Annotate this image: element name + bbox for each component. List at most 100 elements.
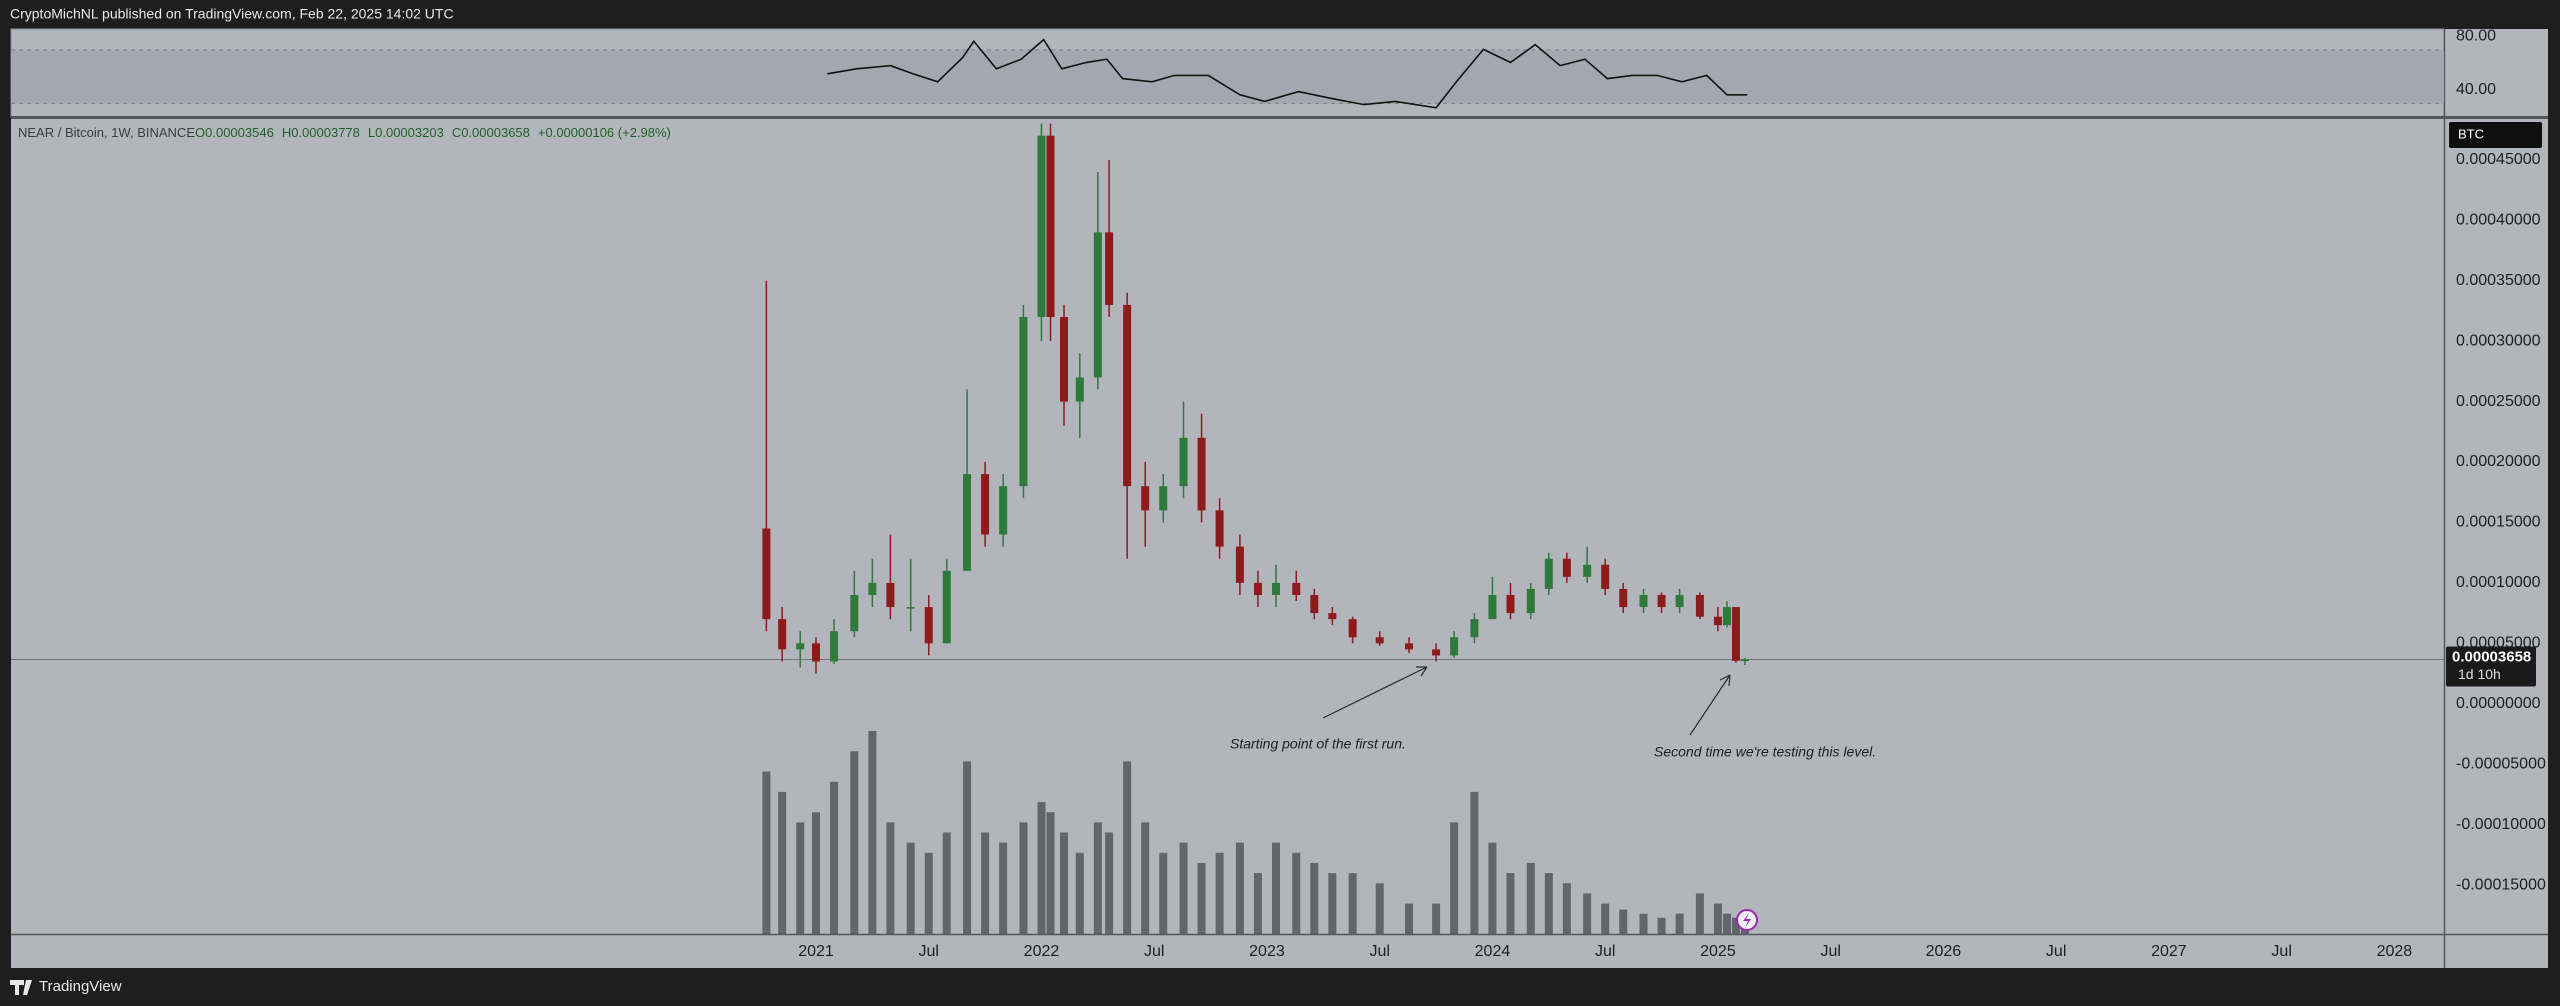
y-tick-label: 0.00030000 xyxy=(2456,332,2541,349)
volume-bar xyxy=(830,781,839,934)
candle-body xyxy=(1037,135,1046,317)
volume-bar xyxy=(1235,842,1244,934)
y-tick-label: -0.00010000 xyxy=(2456,816,2546,833)
candle-body xyxy=(1619,588,1628,608)
field-value: 0.00003546 xyxy=(205,125,274,140)
annotation-arrow xyxy=(1689,674,1731,736)
volume-bar xyxy=(1405,903,1414,934)
volume-bar xyxy=(1601,903,1610,934)
candle-body xyxy=(1310,594,1319,614)
field-key: C xyxy=(452,125,461,140)
volume-bar xyxy=(811,812,820,934)
volume-bar xyxy=(1432,903,1441,934)
volume-bar xyxy=(1722,913,1731,934)
volume-bar xyxy=(778,791,787,934)
candle-body xyxy=(796,643,805,650)
candle-body xyxy=(811,643,820,662)
volume-bar xyxy=(850,751,859,934)
y-tick-label: 0.00045000 xyxy=(2456,151,2541,168)
y-tick-label: -0.00015000 xyxy=(2456,876,2546,893)
x-tick-label: 2021 xyxy=(798,943,834,960)
candle-body xyxy=(762,528,771,620)
x-tick-label: Jul xyxy=(1144,943,1164,960)
x-tick-label: 2028 xyxy=(2377,943,2413,960)
last-price-label: 0.00003658 xyxy=(2452,649,2531,666)
candle-body xyxy=(1179,437,1188,487)
y-tick-label: 0.00040000 xyxy=(2456,212,2541,229)
volume-bar xyxy=(981,832,990,934)
volume-bar xyxy=(1657,917,1666,934)
volume-bar xyxy=(1141,822,1150,934)
candle-body xyxy=(778,619,787,650)
plot: 80.00 40.00 0.00045000 0.00040000 0.00035000… xyxy=(11,28,2546,960)
x-tick-label: 2025 xyxy=(1700,943,1736,960)
field-key: H xyxy=(282,125,291,140)
volume-bar xyxy=(1526,862,1535,934)
x-tick-label: Jul xyxy=(1595,943,1615,960)
x-tick-label: 2023 xyxy=(1249,943,1285,960)
volume-bar xyxy=(1675,913,1684,934)
arrow-head xyxy=(1719,674,1731,687)
x-tick-label: 2022 xyxy=(1024,943,1060,960)
candle-body xyxy=(1695,594,1704,617)
volume-bar xyxy=(1470,791,1479,934)
candle-body xyxy=(886,582,895,608)
currency-box xyxy=(2449,122,2542,148)
candle-body xyxy=(906,607,915,609)
volume-bar xyxy=(1075,852,1084,934)
candle-body xyxy=(1075,377,1084,402)
volume-bar xyxy=(924,852,933,934)
volume-bar xyxy=(1619,909,1628,934)
candle-body xyxy=(1639,594,1648,608)
tv-logo xyxy=(10,980,32,995)
volume-bar xyxy=(1292,852,1301,934)
candle-body xyxy=(1060,316,1069,402)
volume-bar xyxy=(1159,852,1168,934)
rsi-line xyxy=(827,38,1748,109)
rsi-tick-label: 40.00 xyxy=(2456,81,2496,98)
rsi-band xyxy=(11,49,2444,104)
volume-bar xyxy=(963,761,972,934)
candle-body xyxy=(1722,607,1731,626)
candle-body xyxy=(1470,619,1479,638)
x-tick-label: Jul xyxy=(2271,943,2291,960)
x-tick-label: Jul xyxy=(919,943,939,960)
candle-body xyxy=(868,582,877,595)
volume-bar xyxy=(1348,873,1357,934)
volume-bar xyxy=(1197,862,1206,934)
x-tick-label: 2027 xyxy=(2151,943,2187,960)
volume-bar xyxy=(1375,883,1384,934)
volume-bar xyxy=(796,822,805,934)
annotation-arrow xyxy=(1322,666,1428,719)
candle-body xyxy=(1506,594,1515,614)
chart-area xyxy=(11,29,2548,968)
change: +0.00000106 (+2.98%) xyxy=(538,125,671,140)
volume-bar xyxy=(1583,893,1592,934)
y-tick-label: 0.00025000 xyxy=(2456,393,2541,410)
candle-body xyxy=(1583,564,1592,577)
field-value: 0.00003203 xyxy=(375,125,444,140)
alert-bolt xyxy=(1743,913,1751,928)
symbol: NEAR / Bitcoin, 1W, BINANCE xyxy=(18,125,195,140)
last-price-box xyxy=(2446,646,2536,687)
volume-bar xyxy=(1019,822,1028,934)
candle-body xyxy=(1348,619,1357,638)
volume-bar xyxy=(1488,842,1497,934)
candle-body xyxy=(1197,437,1206,511)
volume-bar xyxy=(1093,822,1102,934)
volume-bar xyxy=(1271,842,1280,934)
candle-body xyxy=(1526,588,1535,614)
field-key: L xyxy=(368,125,375,140)
candle-body xyxy=(1544,558,1553,589)
x-tick-label: 2024 xyxy=(1475,943,1511,960)
volume-bar xyxy=(868,731,877,934)
annotation: Starting point of the first run. xyxy=(1230,736,1406,752)
volume-bar xyxy=(999,842,1008,934)
y-tick-label: 0.00010000 xyxy=(2456,574,2541,591)
candle-body xyxy=(830,631,839,662)
x-tick-label: Jul xyxy=(1820,943,1840,960)
volume-bar xyxy=(1639,913,1648,934)
candle-body xyxy=(924,607,933,644)
